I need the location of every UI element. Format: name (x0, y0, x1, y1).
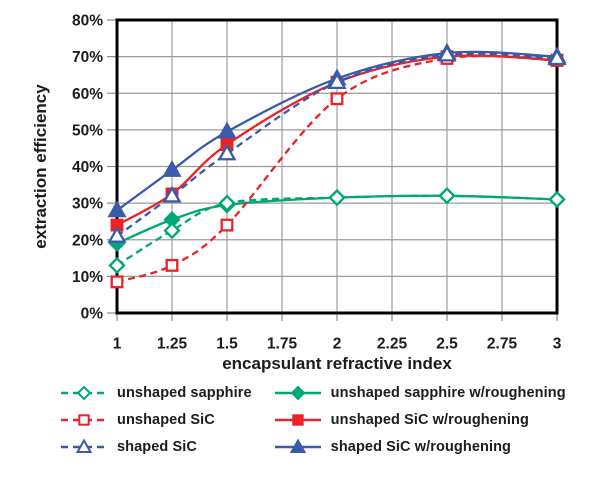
x-tick-label: 2.25 (377, 335, 408, 352)
legend-item-unshaped-sic-roughening: unshaped SiC w/roughening (274, 411, 566, 429)
legend-swatch-shaped-sic (61, 437, 107, 453)
x-tick-label: 1 (113, 335, 122, 352)
legend-label-shaped-sic: shaped SiC (117, 438, 197, 455)
chart: 1 1.25 1.5 1.75 2 2.25 2.5 2.75 30%10%20%30%40%5… (31, 13, 567, 373)
legend-swatch-unshaped-sapphire-roughening (274, 385, 321, 400)
legend-item-unshaped-sic: unshaped SiC (60, 411, 252, 429)
x-tick-label: 2.5 (436, 335, 458, 352)
legend-swatch-unshaped-sic-roughening (274, 413, 321, 426)
legend-label-unshaped-sapphire-roughening: unshaped sapphire w/roughening (330, 384, 566, 401)
y-tick-label: 20% (72, 232, 103, 249)
x-tick-label: 1.75 (267, 335, 298, 352)
y-tick-label: 50% (72, 122, 103, 139)
y-tick-label: 10% (72, 269, 103, 286)
legend-item-shaped-sic: shaped SiC (60, 437, 252, 456)
y-tick-label: 0% (81, 306, 104, 323)
x-tick-label: 2 (333, 335, 342, 352)
series-unshaped-sapphire (108, 187, 566, 275)
legend: unshaped sapphire unshaped SiC shaped Si… (0, 379, 600, 460)
legend-item-shaped-sic-roughening: shaped SiC w/roughening (274, 437, 566, 456)
x-tick-label: 1.5 (216, 335, 238, 352)
legend-label-shaped-sic-roughening: shaped SiC w/roughening (330, 438, 511, 455)
y-tick-label: 30% (72, 196, 103, 213)
y-tick-labels: 0% 10% 20% 30% 40% 50% 60% 70% 80% (72, 13, 103, 323)
series-shaped-sic (107, 44, 567, 243)
legend-label-unshaped-sapphire: unshaped sapphire (117, 384, 252, 401)
x-tick-labels: 1 1.25 1.5 1.75 2 2.25 2.5 2.75 3 (113, 335, 562, 352)
legend-swatch-unshaped-sic (61, 413, 107, 426)
legend-label-unshaped-sic: unshaped SiC (117, 411, 215, 428)
x-tick-label: 3 (553, 335, 562, 352)
x-axis-title: encapsulant refractive index (222, 354, 452, 373)
legend-swatch-unshaped-sapphire (61, 385, 107, 400)
x-tick-label: 2.75 (487, 335, 518, 352)
gridlines (117, 20, 557, 313)
plot-frame (115, 18, 559, 315)
x-tick-label: 1.25 (157, 335, 188, 352)
legend-label-unshaped-sic-roughening: unshaped SiC w/roughening (330, 411, 529, 428)
y-tick-label: 80% (72, 13, 103, 30)
legend-swatch-shaped-sic-roughening (274, 437, 321, 453)
legend-item-unshaped-sapphire: unshaped sapphire (60, 384, 252, 402)
y-axis-title: extraction efficiency (31, 84, 50, 249)
y-tick-label: 40% (72, 159, 103, 176)
legend-item-unshaped-sapphire-roughening: unshaped sapphire w/roughening (274, 384, 566, 402)
y-tick-label: 70% (72, 49, 103, 66)
y-tick-label: 60% (72, 86, 103, 103)
